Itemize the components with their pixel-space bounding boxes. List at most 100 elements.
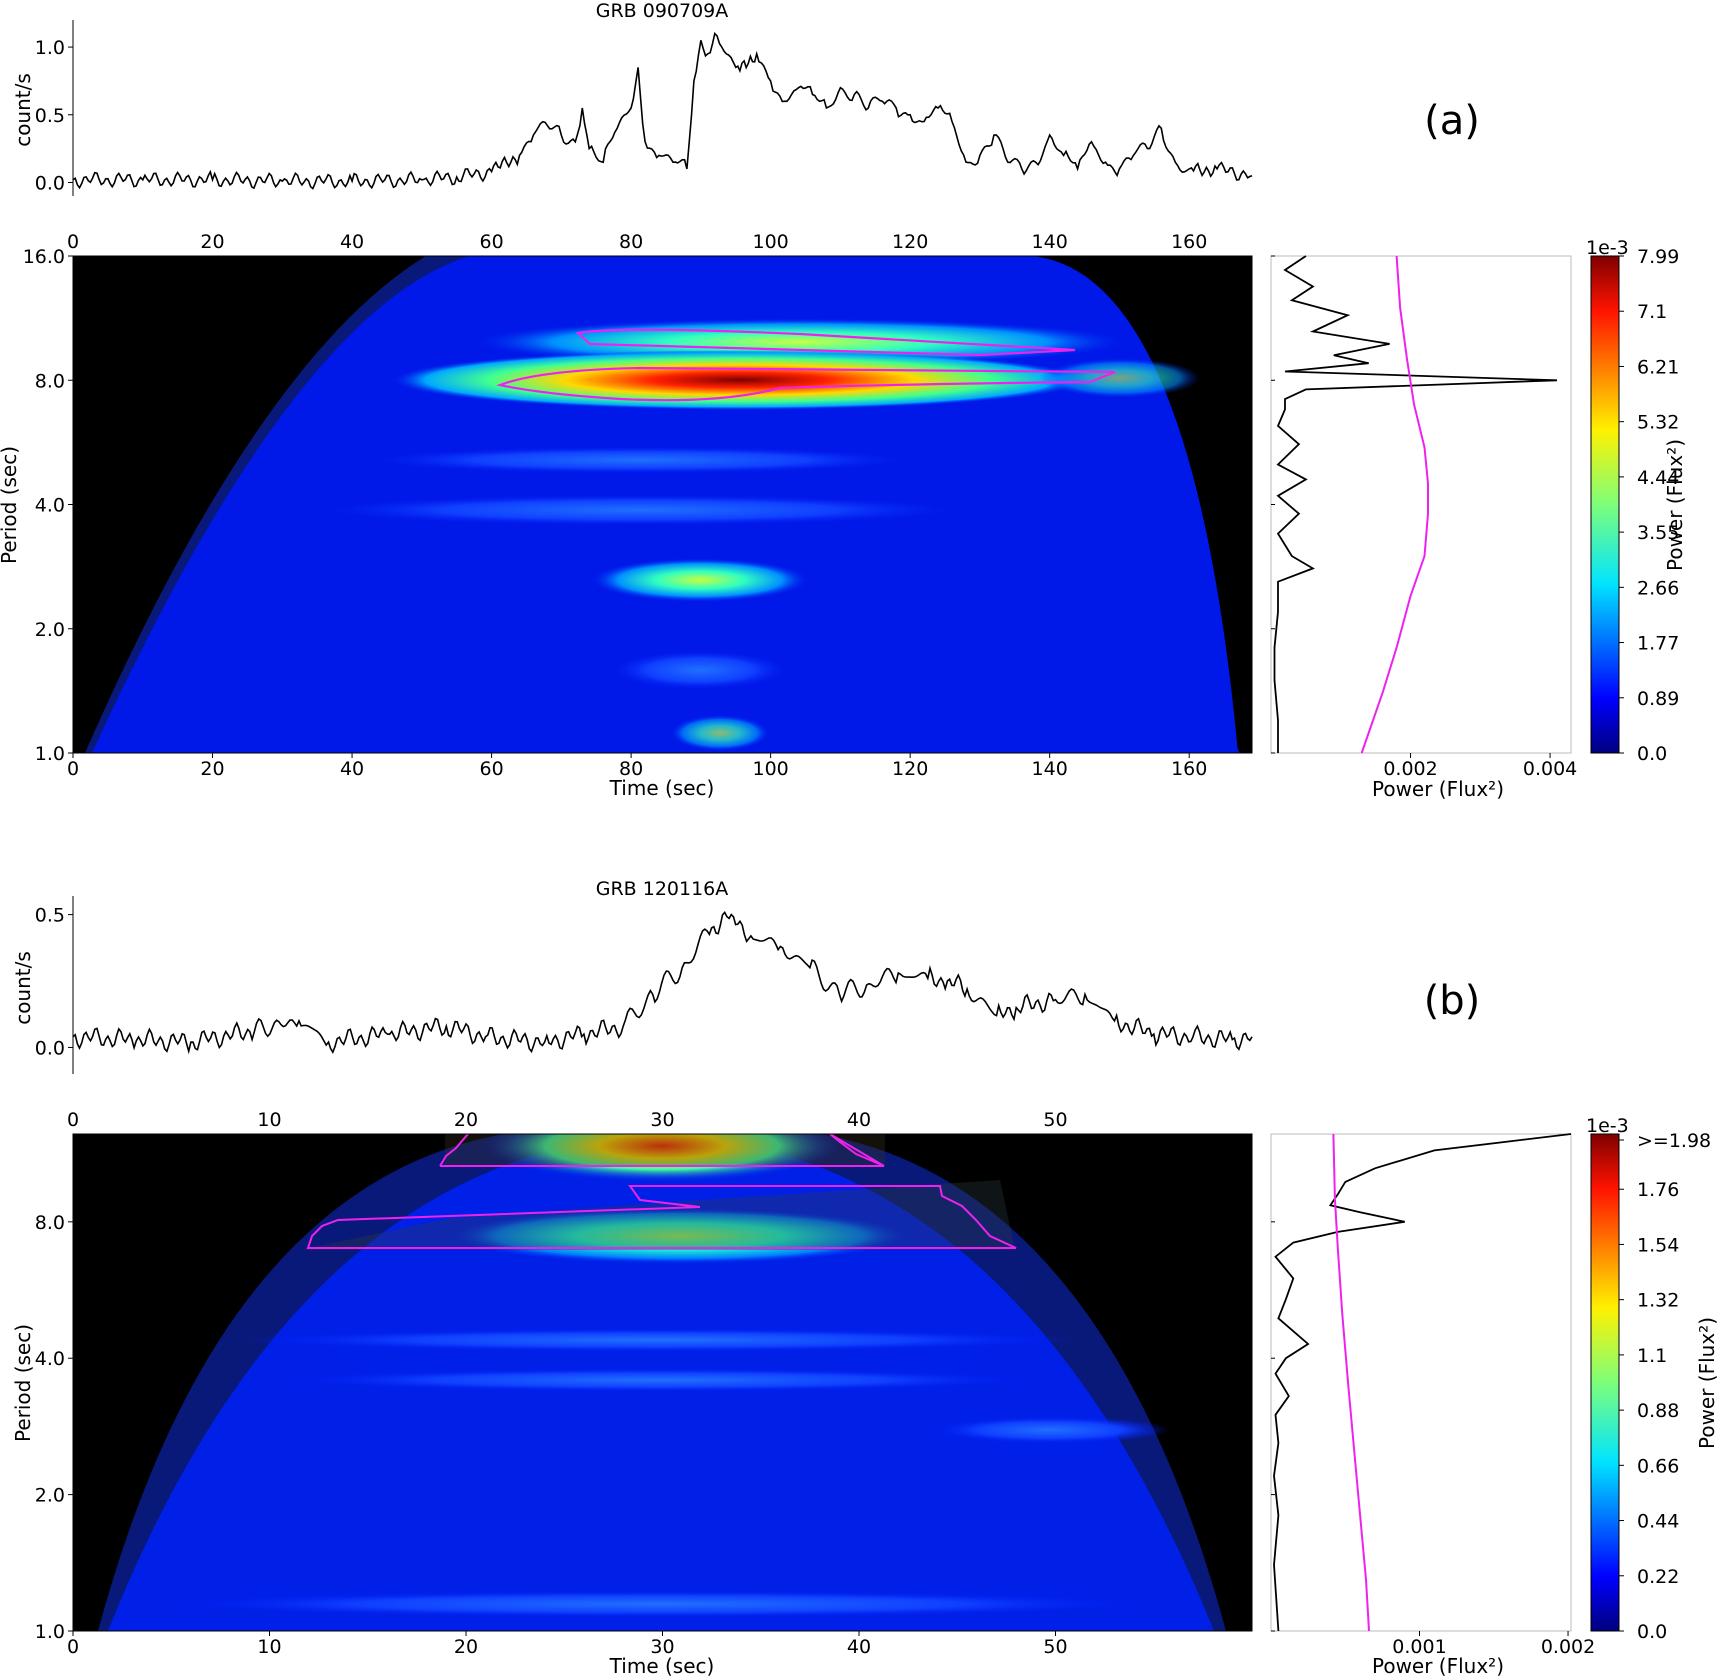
wavelet-a-band-4b bbox=[310, 494, 970, 526]
global-a-xlabel: Power (Flux²) bbox=[1372, 777, 1504, 801]
colorbar-tick-label: 0.66 bbox=[1637, 1455, 1679, 1477]
lc-a-series bbox=[72, 31, 1253, 190]
wavelet-b-band-5 bbox=[240, 1328, 1080, 1352]
global-spectrum-b: 0.001 0.002 Power (Flux²) bbox=[1270, 1133, 1595, 1678]
wavelet-a: 1.0 2.0 4.0 8.0 16.0 0 20 40 60 80 100 120 140 160 Ti… bbox=[0, 246, 1253, 800]
panel-b: 0.0 0.5 0 10 20 30 40 50 GRB 120116A count/s (… bbox=[11, 878, 1719, 1678]
wavelet-b-peak-band bbox=[450, 1208, 910, 1264]
wavelet-ytick-label: 2.0 bbox=[35, 1485, 65, 1507]
lc-ytick-label: 0.0 bbox=[35, 1037, 65, 1059]
panel-a: 0.0 0.5 1.0 0 20 40 60 80 100 120 140 160 GRB 0907… bbox=[0, 0, 1687, 801]
wavelet-ytick-label: 4.0 bbox=[35, 495, 65, 517]
global-b-significance-line bbox=[1332, 1133, 1370, 1632]
global-a-power-line bbox=[1273, 255, 1558, 753]
wavelet-a-blob-1 bbox=[670, 715, 770, 751]
global-b-xlabel: Power (Flux²) bbox=[1372, 1654, 1504, 1678]
lc-xtick-label: 20 bbox=[454, 1109, 478, 1131]
wavelet-a-blob-1p5 bbox=[610, 650, 790, 690]
wavelet-b-contour-main bbox=[306, 1185, 1017, 1249]
wavelet-b-xlabel: Time (sec) bbox=[609, 1654, 715, 1678]
lc-xtick-label: 10 bbox=[257, 1109, 281, 1131]
colorbar-tick-label: 3.55 bbox=[1637, 522, 1679, 544]
wavelet-b-ylabel: Period (sec) bbox=[11, 1324, 35, 1442]
lc-xtick-label: 40 bbox=[340, 231, 364, 253]
wavelet-xtick-label: 10 bbox=[257, 1636, 281, 1658]
colorbar-a-label: Power (Flux²) bbox=[1663, 439, 1687, 571]
lc-xtick-label: 140 bbox=[1032, 231, 1068, 253]
global-b-ticks: 0.001 0.002 bbox=[1271, 1221, 1595, 1658]
wavelet-b-ticks: 1.0 2.0 4.0 8.0 0 10 20 30 40 50 bbox=[35, 1212, 1068, 1658]
lightcurve-a: 0.0 0.5 1.0 0 20 40 60 80 100 120 140 160 GRB 0907… bbox=[11, 0, 1480, 253]
colorbar-a-scale-note: 1e-3 bbox=[1586, 237, 1629, 259]
lc-xtick-label: 100 bbox=[753, 231, 789, 253]
colorbar-a: 0.0 0.89 1.77 2.66 3.55 4.44 5.32 6.21 7.1 7.99 1… bbox=[1586, 237, 1687, 765]
wavelet-a-main-band-tail bbox=[1040, 358, 1200, 398]
lc-xtick-label: 0 bbox=[67, 1109, 79, 1131]
lc-a-xticks: 0 20 40 60 80 100 120 140 160 bbox=[67, 231, 1207, 253]
wavelet-b-shade-top bbox=[445, 1134, 885, 1166]
lc-a-ylabel: count/s bbox=[11, 73, 35, 147]
wavelet-ytick-label: 8.0 bbox=[35, 1212, 65, 1234]
wavelet-xtick-label: 40 bbox=[340, 758, 364, 780]
colorbar-tick-label: 2.66 bbox=[1637, 577, 1679, 599]
lc-xtick-label: 160 bbox=[1171, 231, 1207, 253]
lc-xtick-label: 60 bbox=[479, 231, 503, 253]
panel-a-label: (a) bbox=[1424, 98, 1480, 144]
lc-a-title: GRB 090709A bbox=[596, 0, 729, 22]
wavelet-ytick-label: 4.0 bbox=[35, 1348, 65, 1370]
lightcurve-b: 0.0 0.5 0 10 20 30 40 50 GRB 120116A count/s (… bbox=[11, 878, 1480, 1131]
wavelet-b-contour-upper bbox=[439, 1134, 885, 1167]
colorbar-tick-label: 1.32 bbox=[1637, 1290, 1679, 1312]
wavelet-xtick-label: 0 bbox=[67, 1636, 79, 1658]
global-b-frame bbox=[1270, 1133, 1572, 1632]
colorbar-a-gradient bbox=[1590, 255, 1620, 754]
lc-xtick-label: 30 bbox=[650, 1109, 674, 1131]
lc-xtick-label: 0 bbox=[67, 231, 79, 253]
global-a-significance-line bbox=[1360, 255, 1429, 754]
wavelet-a-ticks: 1.0 2.0 4.0 8.0 16.0 0 20 40 60 80 100 120 140 160 bbox=[23, 246, 1208, 780]
colorbar-b-scale-note: 1e-3 bbox=[1586, 1115, 1629, 1137]
wavelet-xtick-label: 100 bbox=[753, 758, 789, 780]
wavelet-xtick-label: 120 bbox=[892, 758, 928, 780]
colorbar-tick-label: 5.32 bbox=[1637, 412, 1679, 434]
wavelet-ytick-label: 2.0 bbox=[35, 619, 65, 641]
colorbar-tick-label: 6.21 bbox=[1637, 356, 1679, 378]
colorbar-tick-label: 7.1 bbox=[1637, 301, 1667, 323]
lc-ytick-label: 0.0 bbox=[35, 172, 65, 194]
global-xtick-label: 0.002 bbox=[1541, 1636, 1595, 1658]
colorbar-b-label: Power (Flux²) bbox=[1695, 1317, 1719, 1449]
lc-a-yticks: 0.0 0.5 1.0 bbox=[35, 37, 73, 194]
wavelet-b: 1.0 2.0 4.0 8.0 0 10 20 30 40 50 Time (sec) Perio… bbox=[11, 1133, 1253, 1678]
lc-ytick-label: 0.5 bbox=[35, 905, 65, 927]
wavelet-xtick-label: 20 bbox=[200, 758, 224, 780]
wavelet-xtick-label: 140 bbox=[1032, 758, 1068, 780]
global-xtick-label: 0.004 bbox=[1523, 758, 1577, 780]
wavelet-a-band-4 bbox=[360, 446, 920, 474]
lc-b-yticks: 0.0 0.5 bbox=[35, 905, 73, 1059]
lc-b-title: GRB 120116A bbox=[596, 878, 729, 900]
lc-xtick-label: 120 bbox=[892, 231, 928, 253]
global-a-ticks: 0.002 0.004 bbox=[1271, 255, 1577, 780]
wavelet-b-shade-left bbox=[300, 1180, 1015, 1250]
lc-ytick-label: 0.5 bbox=[35, 105, 65, 127]
wavelet-xtick-label: 20 bbox=[454, 1636, 478, 1658]
global-xtick-label: 0.002 bbox=[1383, 758, 1437, 780]
colorbar-tick-label: 4.44 bbox=[1637, 467, 1679, 489]
colorbar-tick-label: 0.88 bbox=[1637, 1400, 1679, 1422]
colorbar-tick-label: 1.77 bbox=[1637, 633, 1679, 655]
wavelet-a-contour-upper bbox=[575, 328, 1076, 357]
wavelet-xtick-label: 80 bbox=[619, 758, 643, 780]
wavelet-xtick-label: 160 bbox=[1171, 758, 1207, 780]
lc-b-series bbox=[72, 910, 1253, 1055]
colorbar-tick-label: 0.44 bbox=[1637, 1511, 1679, 1533]
lc-xtick-label: 50 bbox=[1043, 1109, 1067, 1131]
wavelet-b-band-1 bbox=[160, 1590, 1160, 1618]
colorbar-b-gradient bbox=[1590, 1133, 1620, 1632]
lc-xtick-label: 80 bbox=[619, 231, 643, 253]
wavelet-a-xlabel: Time (sec) bbox=[609, 776, 715, 800]
lc-b-ylabel: count/s bbox=[11, 951, 35, 1025]
lc-xtick-label: 40 bbox=[847, 1109, 871, 1131]
wavelet-a-blob-2p8 bbox=[590, 558, 810, 602]
wavelet-a-contour-main bbox=[496, 366, 1116, 402]
